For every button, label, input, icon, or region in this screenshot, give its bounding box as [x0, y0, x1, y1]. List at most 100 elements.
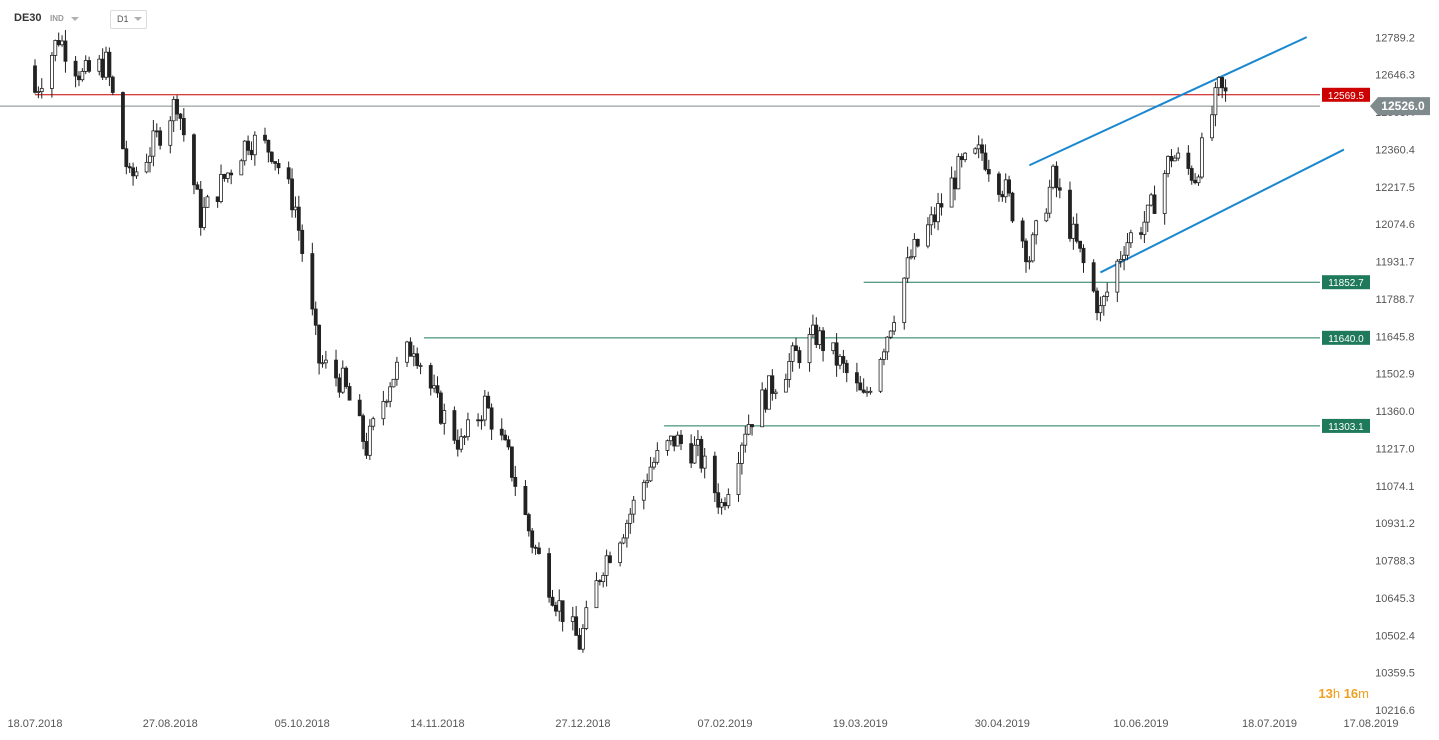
candle-body [936, 203, 940, 223]
candle-body [1000, 194, 1005, 198]
candle-body [50, 54, 54, 89]
y-tick-label: 12646.3 [1375, 70, 1415, 82]
candle-body [340, 367, 345, 393]
candle-body [716, 492, 721, 508]
candle-body [963, 152, 968, 161]
candle-body [905, 257, 910, 279]
candle-body [357, 399, 362, 417]
candle-body [641, 482, 646, 501]
timeframe-chevron-down-icon[interactable] [134, 17, 142, 21]
candle-body [574, 616, 579, 636]
candle-body [205, 196, 210, 208]
candle-body [844, 362, 849, 374]
candle-body [719, 502, 724, 508]
x-tick-label: 30.04.2019 [975, 718, 1030, 730]
candle-body [415, 353, 420, 366]
candle-body [121, 92, 125, 150]
candle-body [276, 163, 281, 169]
candle-body [87, 60, 92, 72]
candle-body [127, 166, 132, 169]
candle-body [858, 382, 863, 391]
candle-body [767, 375, 771, 410]
candle-body [878, 359, 883, 392]
candle-body [547, 553, 552, 598]
candle-body [1095, 290, 1099, 314]
candle-body [983, 152, 988, 170]
candle-body [888, 330, 893, 338]
candle-body [313, 308, 318, 326]
candle-body [621, 537, 626, 544]
candle-body [1125, 242, 1130, 256]
candle-body [939, 203, 944, 208]
candle-body [817, 330, 822, 345]
candle-body [97, 58, 102, 72]
y-tick-label: 11502.9 [1376, 369, 1415, 381]
support-2-tag [1322, 330, 1370, 345]
y-tick-label: 11788.7 [1376, 294, 1415, 306]
candle-body [144, 161, 149, 173]
candle-body [1210, 114, 1214, 139]
candle-body [973, 148, 978, 154]
candle-body [838, 356, 842, 366]
candle-body [482, 395, 487, 421]
support-2-label: 11640.0 [1328, 334, 1364, 345]
candle-body [428, 365, 433, 389]
candle-body [597, 580, 602, 583]
candle-body [787, 360, 792, 380]
timeframe-select[interactable]: D1 [110, 10, 147, 29]
candle-body [1034, 220, 1039, 236]
candle-body [1172, 157, 1177, 162]
candle-body [912, 238, 917, 258]
candle-body [503, 434, 508, 441]
candle-body [1139, 232, 1143, 235]
candle-body [550, 596, 555, 606]
candle-body [344, 367, 349, 387]
candle-body [692, 444, 697, 464]
channel-lower [1099, 148, 1345, 274]
candle-body [192, 134, 196, 186]
current-price-tag [1370, 97, 1430, 116]
candle-body [286, 167, 291, 180]
candle-body [1027, 260, 1032, 263]
candle-body [411, 353, 416, 357]
candle-body [39, 88, 44, 92]
candle-body [672, 435, 677, 447]
candle-body [892, 322, 896, 332]
support-1-tag [1322, 275, 1370, 290]
candle-body [956, 156, 961, 190]
candle-body [310, 253, 315, 310]
candle-body [608, 555, 612, 563]
candle-body [154, 130, 159, 133]
y-tick-label: 11074.1 [1376, 481, 1415, 493]
candle-body [510, 446, 514, 478]
candle-body [604, 555, 609, 576]
candle-body [1044, 212, 1049, 222]
candle-body [83, 60, 88, 72]
candle-body [269, 151, 274, 162]
candle-body [33, 65, 37, 93]
candle-body [364, 441, 369, 456]
candle-body [553, 604, 558, 612]
candle-body [479, 419, 484, 422]
symbol-chevron-down-icon[interactable] [71, 17, 79, 21]
candle-body [1118, 258, 1123, 262]
candle-body [1091, 262, 1096, 292]
candle-body [1162, 173, 1167, 214]
candle-body [570, 616, 575, 622]
candle-countdown: 13h 16m [1318, 686, 1369, 701]
candle-body [557, 600, 562, 612]
candle-body [405, 341, 409, 363]
candle-body [628, 513, 633, 524]
candle-body [110, 76, 115, 93]
candle-body [323, 359, 328, 364]
y-tick-label: 10645.3 [1375, 593, 1415, 605]
candle-body [455, 439, 460, 450]
candle-body [1074, 223, 1079, 242]
candle-body [1078, 240, 1083, 249]
candle-body [594, 580, 599, 609]
candle-body [689, 443, 694, 464]
candle-body [811, 324, 815, 335]
candle-body [882, 351, 886, 360]
candle-body [665, 440, 670, 451]
